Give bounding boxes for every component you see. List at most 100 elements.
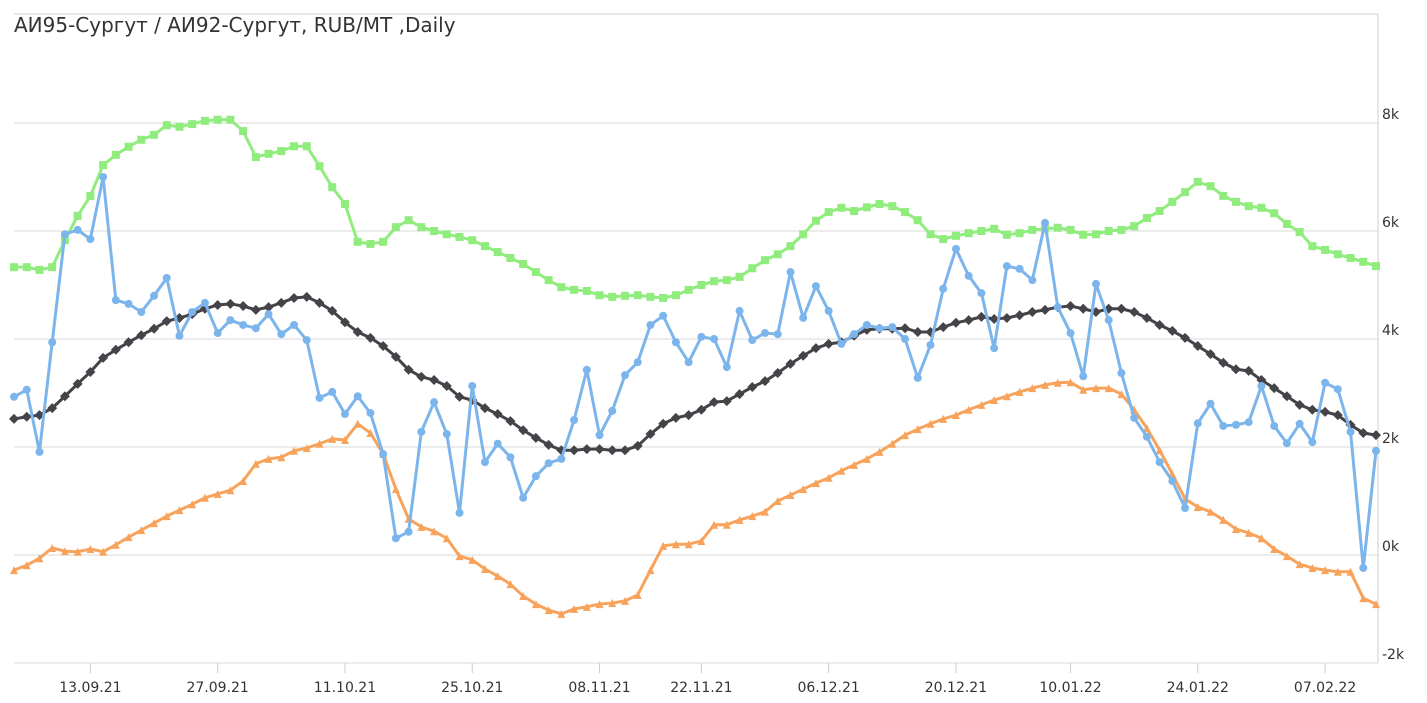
point xyxy=(595,291,604,300)
point xyxy=(99,161,108,170)
point xyxy=(684,540,693,549)
point xyxy=(1295,228,1304,237)
point xyxy=(620,371,629,380)
point xyxy=(429,375,440,386)
point xyxy=(60,230,69,239)
point xyxy=(683,410,694,421)
point xyxy=(823,338,834,349)
point xyxy=(1041,218,1050,227)
point xyxy=(1129,307,1140,317)
point xyxy=(557,609,566,618)
point xyxy=(633,291,642,300)
point xyxy=(939,235,948,244)
point xyxy=(543,439,554,450)
point xyxy=(799,313,808,322)
point xyxy=(238,301,249,312)
point xyxy=(302,336,311,345)
point xyxy=(1053,303,1062,312)
point xyxy=(301,291,312,302)
point xyxy=(1219,515,1228,524)
point xyxy=(608,292,617,301)
point xyxy=(290,142,299,151)
point xyxy=(1154,319,1165,330)
point xyxy=(862,320,871,329)
point xyxy=(1066,225,1075,234)
point xyxy=(1168,197,1177,206)
point xyxy=(315,393,324,402)
point xyxy=(1091,230,1100,239)
point xyxy=(442,230,451,239)
point xyxy=(441,380,452,391)
point xyxy=(570,416,579,424)
point xyxy=(226,115,235,124)
x-tick-label: 20.12.21 xyxy=(925,680,987,696)
point xyxy=(188,120,197,129)
point xyxy=(633,590,642,599)
point xyxy=(404,216,413,225)
point xyxy=(1117,369,1126,378)
point xyxy=(1181,188,1190,197)
point xyxy=(1104,316,1113,325)
point xyxy=(1066,329,1075,338)
point xyxy=(722,276,731,285)
point xyxy=(799,230,808,239)
point xyxy=(710,335,719,343)
point xyxy=(632,440,643,451)
point xyxy=(442,534,451,543)
point xyxy=(608,599,617,608)
point xyxy=(837,339,846,348)
point xyxy=(951,411,960,420)
chart-title: АИ95-Сургут / АИ92-Сургут, RUB/MT ,Daily xyxy=(14,13,456,37)
point xyxy=(1206,399,1215,408)
point xyxy=(824,306,833,315)
point xyxy=(86,545,95,554)
point xyxy=(519,493,528,502)
point xyxy=(200,298,209,307)
point xyxy=(1359,257,1368,266)
point xyxy=(1231,420,1240,429)
point xyxy=(289,292,300,303)
point xyxy=(1104,227,1113,235)
point xyxy=(302,142,311,151)
point xyxy=(875,447,884,456)
point xyxy=(633,358,642,367)
point xyxy=(1193,419,1202,428)
point xyxy=(1015,264,1024,273)
point xyxy=(1155,458,1164,467)
point xyxy=(136,330,147,341)
point xyxy=(1002,392,1011,401)
point xyxy=(989,314,1000,325)
y-tick-label: 0k xyxy=(1382,539,1400,555)
point xyxy=(531,268,540,277)
point xyxy=(671,338,680,347)
point xyxy=(1116,303,1127,314)
point xyxy=(492,409,503,420)
point xyxy=(734,389,745,400)
point xyxy=(570,605,579,613)
point xyxy=(1193,177,1202,186)
point xyxy=(430,398,439,407)
point xyxy=(366,428,375,437)
point xyxy=(73,211,82,220)
point xyxy=(1372,262,1380,271)
point xyxy=(1321,378,1330,387)
point xyxy=(110,344,121,355)
point xyxy=(722,363,731,372)
point xyxy=(1078,303,1089,314)
y-tick-label: 2k xyxy=(1382,431,1400,447)
point xyxy=(1321,566,1330,575)
point xyxy=(1282,552,1291,561)
point xyxy=(327,305,338,316)
point xyxy=(1281,391,1292,402)
point xyxy=(913,216,922,225)
point xyxy=(990,344,999,353)
point xyxy=(455,232,464,241)
point xyxy=(951,244,960,253)
point xyxy=(403,364,414,375)
point xyxy=(607,445,618,456)
point xyxy=(1346,567,1355,576)
x-tick-label: 22.11.21 xyxy=(670,680,732,696)
point xyxy=(544,276,553,285)
point xyxy=(200,116,209,125)
point xyxy=(684,358,693,367)
